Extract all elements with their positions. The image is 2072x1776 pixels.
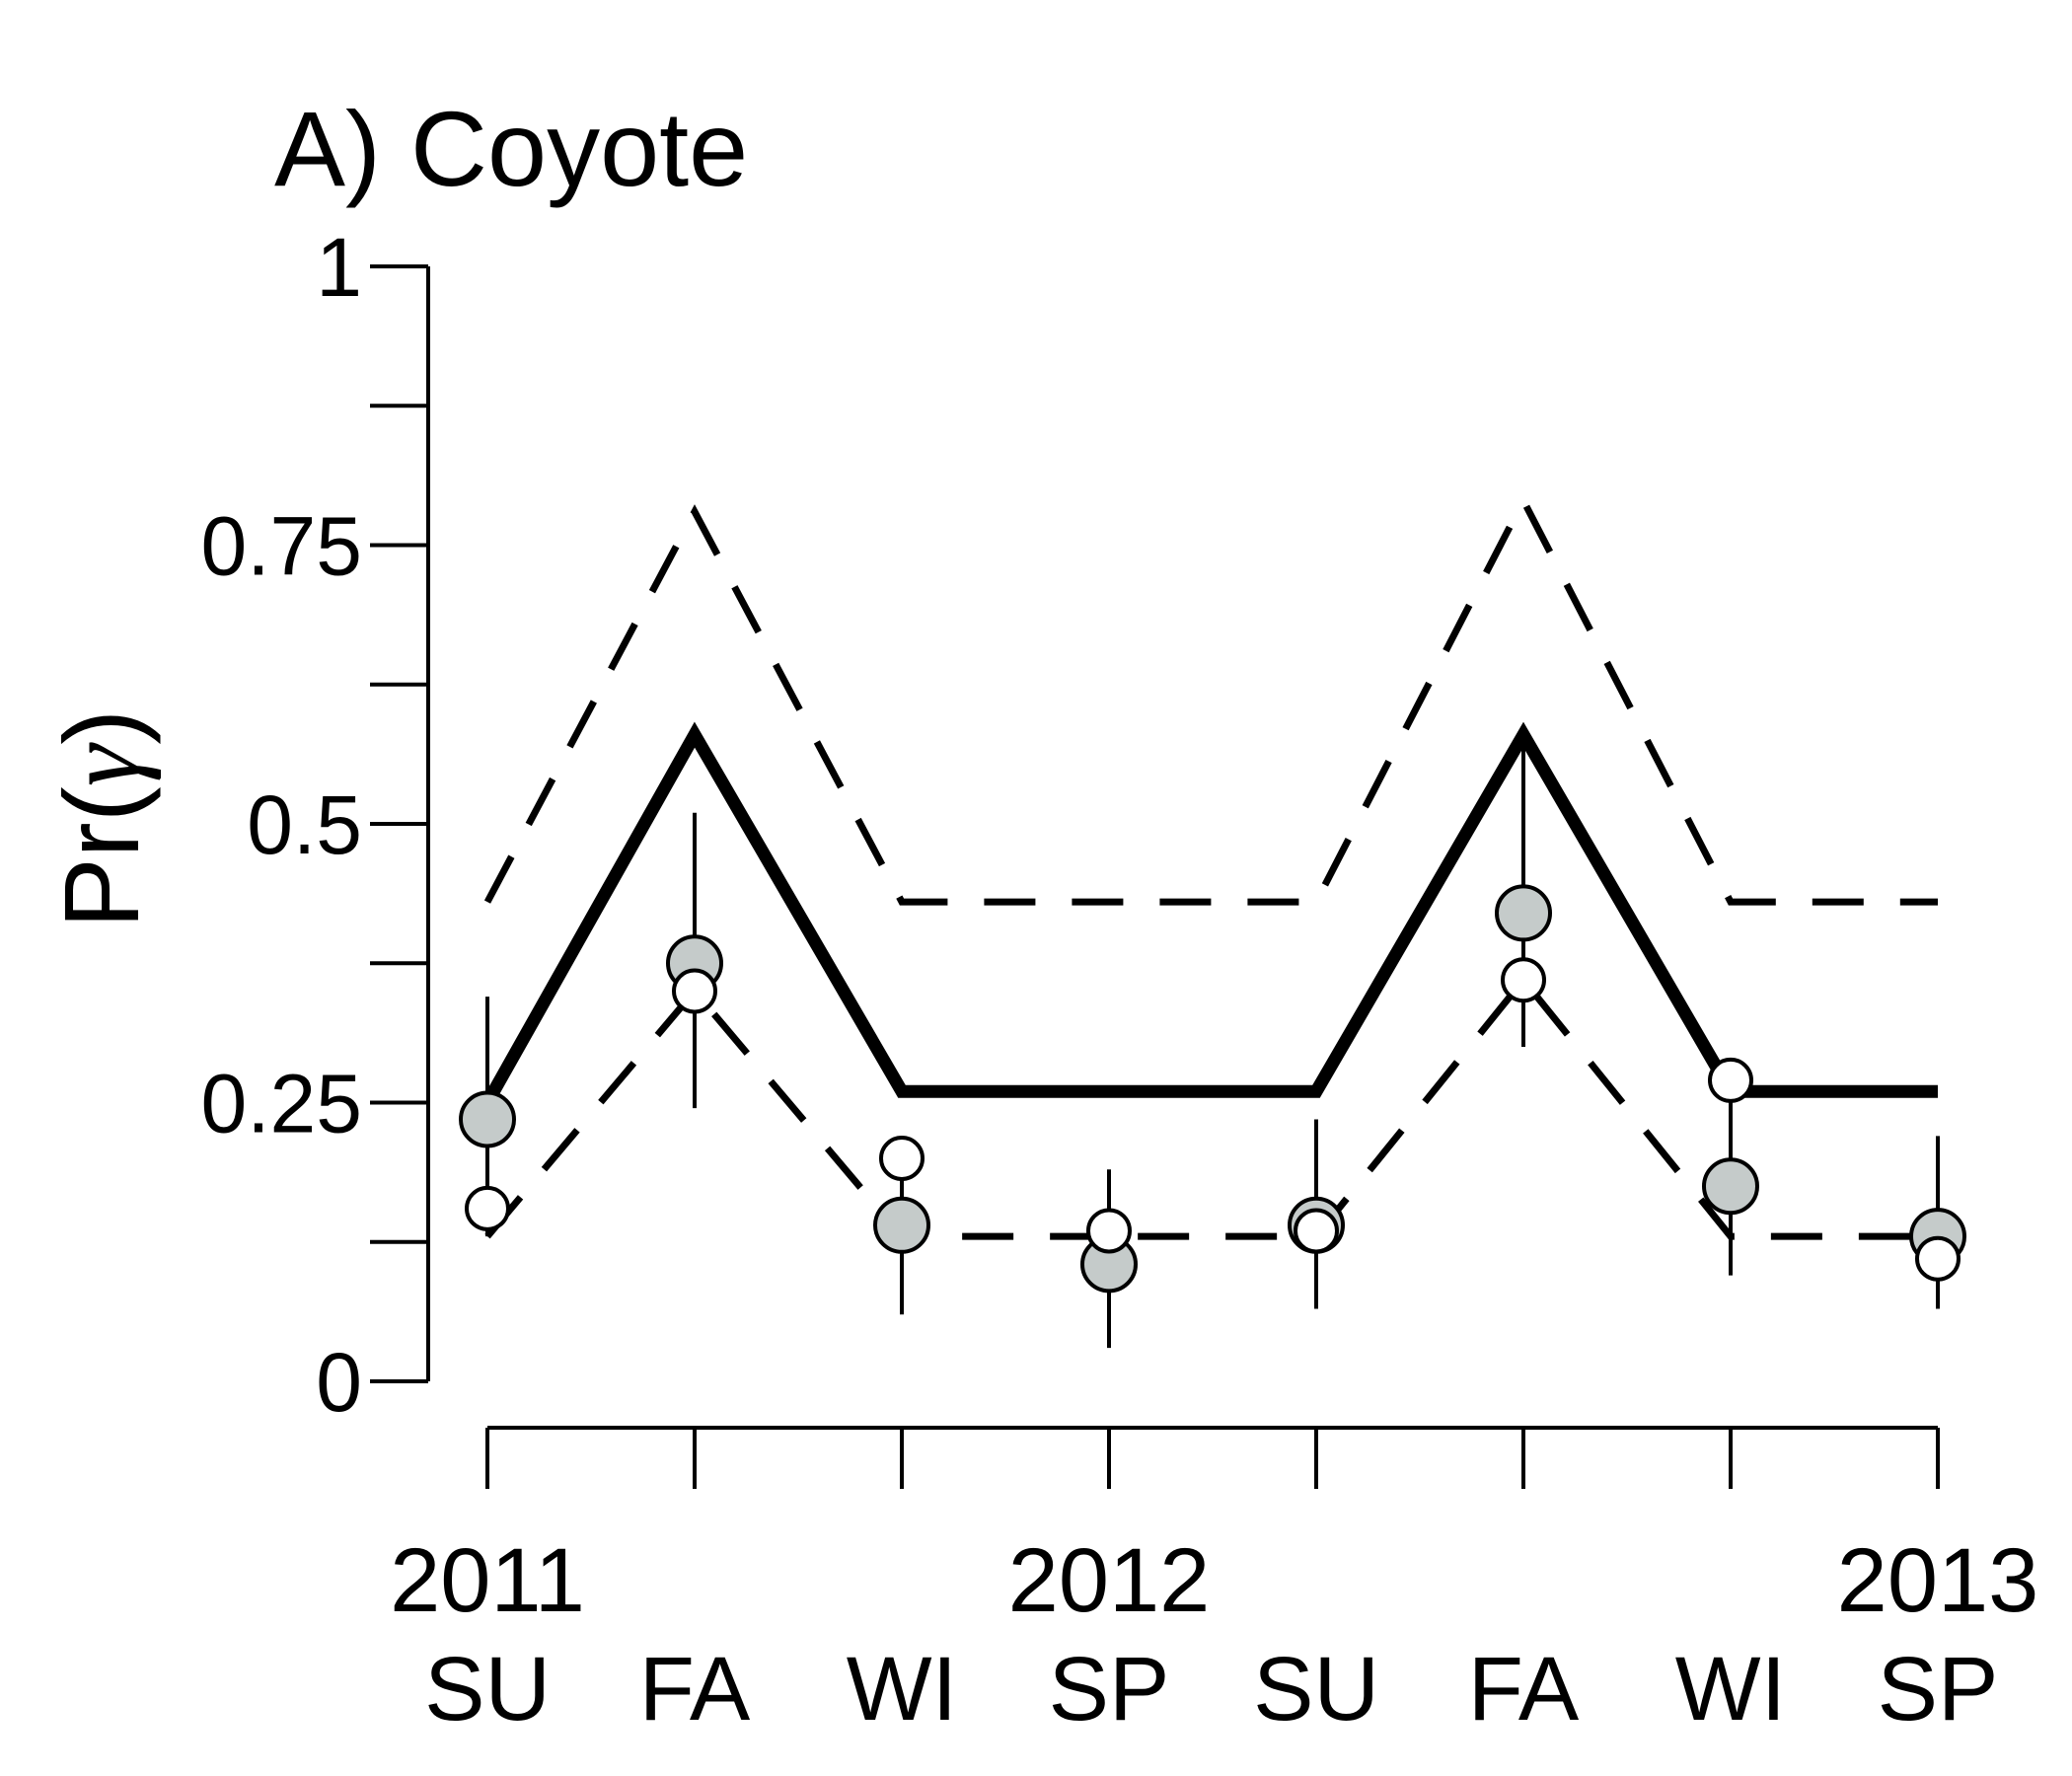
open-point-0 [465, 1185, 510, 1231]
confidence-bound-lines [483, 492, 1938, 1240]
bound-line-1 [483, 492, 1938, 906]
mean-line-path [481, 721, 1938, 1106]
y-axis-label-symbol: γ [44, 742, 162, 786]
open-point-5 [1501, 957, 1546, 1003]
bound-line-2 [484, 974, 1938, 1240]
y-axis: 0 0.25 0.5 0.75 1 [201, 221, 430, 1429]
open-point-3 [1086, 1208, 1132, 1254]
chart-title: A) Coyote [274, 89, 748, 208]
mean-line [481, 721, 1938, 1106]
y-tick-label-6: 0.75 [201, 500, 363, 593]
y-axis-label-suffix: ) [41, 709, 161, 745]
x-season-label-6: WI [1675, 1639, 1786, 1739]
x-year-label-0: 2011 [390, 1530, 585, 1631]
x-season-label-7: SP [1878, 1639, 1999, 1739]
svg-text:Pr(γ): Pr(γ) [41, 709, 162, 929]
y-tick-label-0: 0 [316, 1336, 362, 1429]
open-point-1 [672, 968, 717, 1014]
x-season-label-3: SP [1049, 1639, 1170, 1739]
x-season-label-4: SU [1253, 1639, 1379, 1739]
y-tick-label-4: 0.5 [247, 778, 362, 871]
x-season-label-2: WI [847, 1639, 957, 1739]
filled-point-6 [1702, 1157, 1759, 1216]
x-season-label-0: SU [424, 1639, 551, 1739]
y-tick-label-8: 1 [316, 221, 362, 314]
filled-point-5 [1495, 884, 1552, 942]
x-year-label-2: 2013 [1837, 1530, 2039, 1631]
x-season-label-1: FA [639, 1639, 751, 1739]
open-point-4 [1294, 1208, 1339, 1254]
filled-point-0 [459, 1090, 516, 1148]
open-point-6 [1708, 1057, 1753, 1103]
y-axis-label-prefix: Pr( [41, 786, 161, 928]
open-point-2 [879, 1136, 925, 1181]
x-year-label-1: 2012 [1008, 1530, 1211, 1631]
y-axis-label: Pr(γ) [41, 709, 162, 929]
y-tick-label-2: 0.25 [201, 1058, 363, 1150]
error-bars [485, 745, 1940, 1349]
x-axis: SU FA WI SP SU FA WI SP 2011 2012 2013 [390, 1426, 2039, 1739]
open-point-7 [1915, 1235, 1961, 1282]
x-season-label-5: FA [1468, 1639, 1580, 1739]
data-points [459, 884, 1966, 1294]
filled-point-2 [873, 1196, 930, 1254]
